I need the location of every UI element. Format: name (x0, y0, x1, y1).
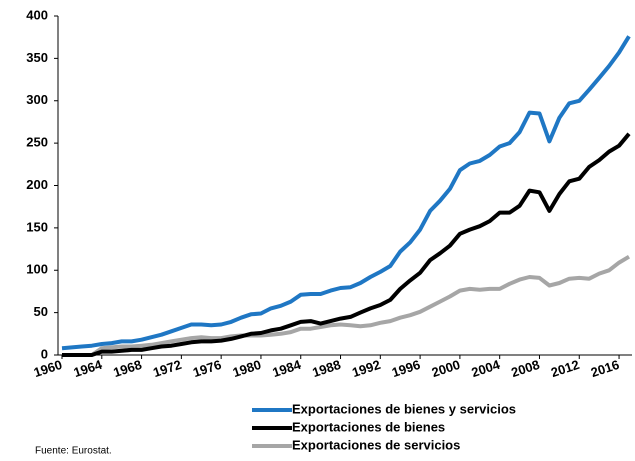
x-tick-label: 1980 (231, 357, 263, 380)
x-tick-label: 1988 (310, 357, 342, 380)
series-line (62, 254, 631, 357)
y-tick-label: 300 (26, 92, 48, 107)
x-tick-label: 2008 (509, 357, 541, 380)
x-tick-label: 1972 (151, 357, 183, 380)
x-tick-label: 1984 (271, 357, 304, 380)
legend-label: Exportaciones de bienes y servicios (292, 401, 516, 416)
x-tick-label: 1976 (191, 357, 223, 380)
y-tick-label: 400 (26, 7, 48, 22)
y-tick-label: 100 (26, 262, 48, 277)
y-tick-label: 150 (26, 219, 48, 234)
series-line (62, 132, 631, 357)
y-tick-label: 200 (26, 177, 48, 192)
legend-label: Exportaciones de servicios (292, 437, 460, 452)
x-tick-label: 2012 (549, 357, 581, 380)
x-tick-label: 1968 (111, 357, 143, 380)
x-tick-label: 2016 (589, 357, 621, 380)
x-tick-label: 1960 (32, 357, 64, 380)
series-line (61, 35, 631, 351)
y-tick-label: 250 (26, 135, 48, 150)
legend-label: Exportaciones de bienes (292, 419, 445, 434)
x-tick-label: 1992 (350, 357, 382, 380)
x-tick-label: 1996 (390, 357, 422, 380)
y-tick-label: 50 (34, 304, 48, 319)
y-tick-label: 0 (41, 346, 48, 361)
y-tick-label: 350 (26, 50, 48, 65)
source: Fuente: Eurostat. (35, 446, 112, 457)
x-tick-label: 1964 (72, 357, 105, 380)
x-tick-label: 2004 (470, 357, 503, 380)
x-tick-label: 2000 (430, 357, 462, 380)
